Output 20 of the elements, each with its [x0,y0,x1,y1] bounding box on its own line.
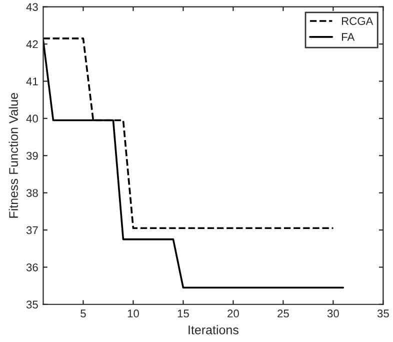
y-tick-label: 37 [26,226,38,234]
x-tick-label: 25 [278,310,289,318]
x-tick-label: 10 [128,310,139,318]
x-tick-label: 35 [377,310,389,318]
x-axis-title: Iterations [188,325,238,334]
y-tick-label: 42 [26,40,38,48]
y-tick-label: 43 [26,3,38,11]
y-tick-label: 35 [26,300,38,309]
x-tick-label: 15 [178,310,189,318]
y-tick-label: 38 [26,189,38,197]
y-tick-label: 40 [26,114,38,123]
y-tick-label: 41 [26,78,38,86]
x-tick-label: 20 [228,310,239,318]
y-tick-label: 39 [26,152,38,160]
y-tick-label: 36 [26,263,38,272]
legend-label: FA [342,33,355,41]
x-tick-label: 5 [80,310,86,318]
y-axis-title: Fitness Function Value [8,93,18,218]
x-tick-label: 30 [327,310,339,318]
legend-label: RCGA [342,17,374,25]
